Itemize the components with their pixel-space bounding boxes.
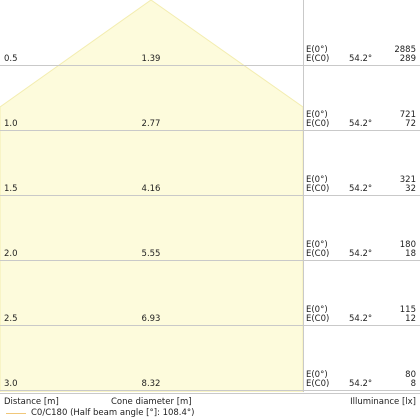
distance-row-line [0, 195, 420, 196]
e0-label: E(0°) [306, 370, 328, 380]
cone-diameter-value: 4.16 [141, 184, 161, 194]
ec0-label: E(C0) [306, 249, 330, 259]
cone-diameter-value: 6.93 [141, 314, 161, 324]
distance-row-line [0, 130, 420, 131]
e0-label: E(0°) [306, 175, 328, 185]
half-angle-value: 54.2° [349, 54, 373, 64]
half-angle-value: 54.2° [349, 379, 373, 389]
legend-label: C0/C180 (Half beam angle [°]: 108.4°) [31, 408, 195, 418]
cone-diameter-value: 1.39 [141, 54, 161, 64]
distance-axis-label: Distance [m] [4, 397, 59, 407]
distance-row-line [0, 260, 420, 261]
e0-label: E(0°) [306, 305, 328, 315]
e0-illuminance-value: 2885 [394, 45, 416, 55]
ec0-label: E(C0) [306, 314, 330, 324]
cone-diameter-axis-label: Cone diameter [m] [111, 397, 192, 407]
ec0-illuminance-value: 32 [405, 184, 416, 194]
distance-value: 3.0 [4, 379, 18, 389]
distance-row-line [0, 325, 420, 326]
half-angle-value: 54.2° [349, 119, 373, 129]
half-angle-value: 54.2° [349, 314, 373, 324]
ec0-illuminance-value: 289 [399, 54, 416, 64]
distance-value: 2.5 [4, 314, 18, 324]
ec0-label: E(C0) [306, 184, 330, 194]
distance-value: 1.0 [4, 119, 18, 129]
ec0-illuminance-value: 8 [410, 379, 416, 389]
cone-diameter-value: 5.55 [141, 249, 161, 259]
e0-label: E(0°) [306, 240, 328, 250]
footer-divider [0, 393, 420, 394]
e0-label: E(0°) [306, 110, 328, 120]
column-divider [303, 0, 304, 392]
e0-illuminance-value: 80 [405, 370, 416, 380]
distance-value: 2.0 [4, 249, 18, 259]
distance-value: 1.5 [4, 184, 18, 194]
half-angle-value: 54.2° [349, 249, 373, 259]
e0-illuminance-value: 180 [399, 240, 416, 250]
distance-row-line [0, 390, 420, 391]
distance-row-line [0, 65, 420, 66]
cone-diameter-value: 2.77 [141, 119, 161, 129]
ec0-illuminance-value: 12 [405, 314, 416, 324]
distance-value: 0.5 [4, 54, 18, 64]
ec0-label: E(C0) [306, 119, 330, 129]
legend-line-swatch [6, 413, 26, 414]
ec0-label: E(C0) [306, 379, 330, 389]
e0-illuminance-value: 321 [399, 175, 416, 185]
cone-diameter-value: 8.32 [141, 379, 161, 389]
illuminance-axis-label: Illuminance [lx] [350, 397, 416, 407]
e0-label: E(0°) [306, 45, 328, 55]
ec0-illuminance-value: 18 [405, 249, 416, 259]
ec0-illuminance-value: 72 [405, 119, 416, 129]
half-angle-value: 54.2° [349, 184, 373, 194]
e0-illuminance-value: 721 [399, 110, 416, 120]
ec0-label: E(C0) [306, 54, 330, 64]
e0-illuminance-value: 115 [399, 305, 416, 315]
